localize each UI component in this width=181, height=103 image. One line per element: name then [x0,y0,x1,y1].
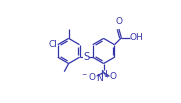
Text: O: O [110,71,117,81]
Text: N: N [100,70,107,79]
Text: $^-$O: $^-$O [80,71,96,82]
Text: O: O [115,17,122,26]
Text: Cl: Cl [48,40,57,49]
Text: S: S [83,52,89,62]
Text: OH: OH [130,33,144,42]
Text: $\mathregular{N}^+$: $\mathregular{N}^+$ [96,73,111,84]
